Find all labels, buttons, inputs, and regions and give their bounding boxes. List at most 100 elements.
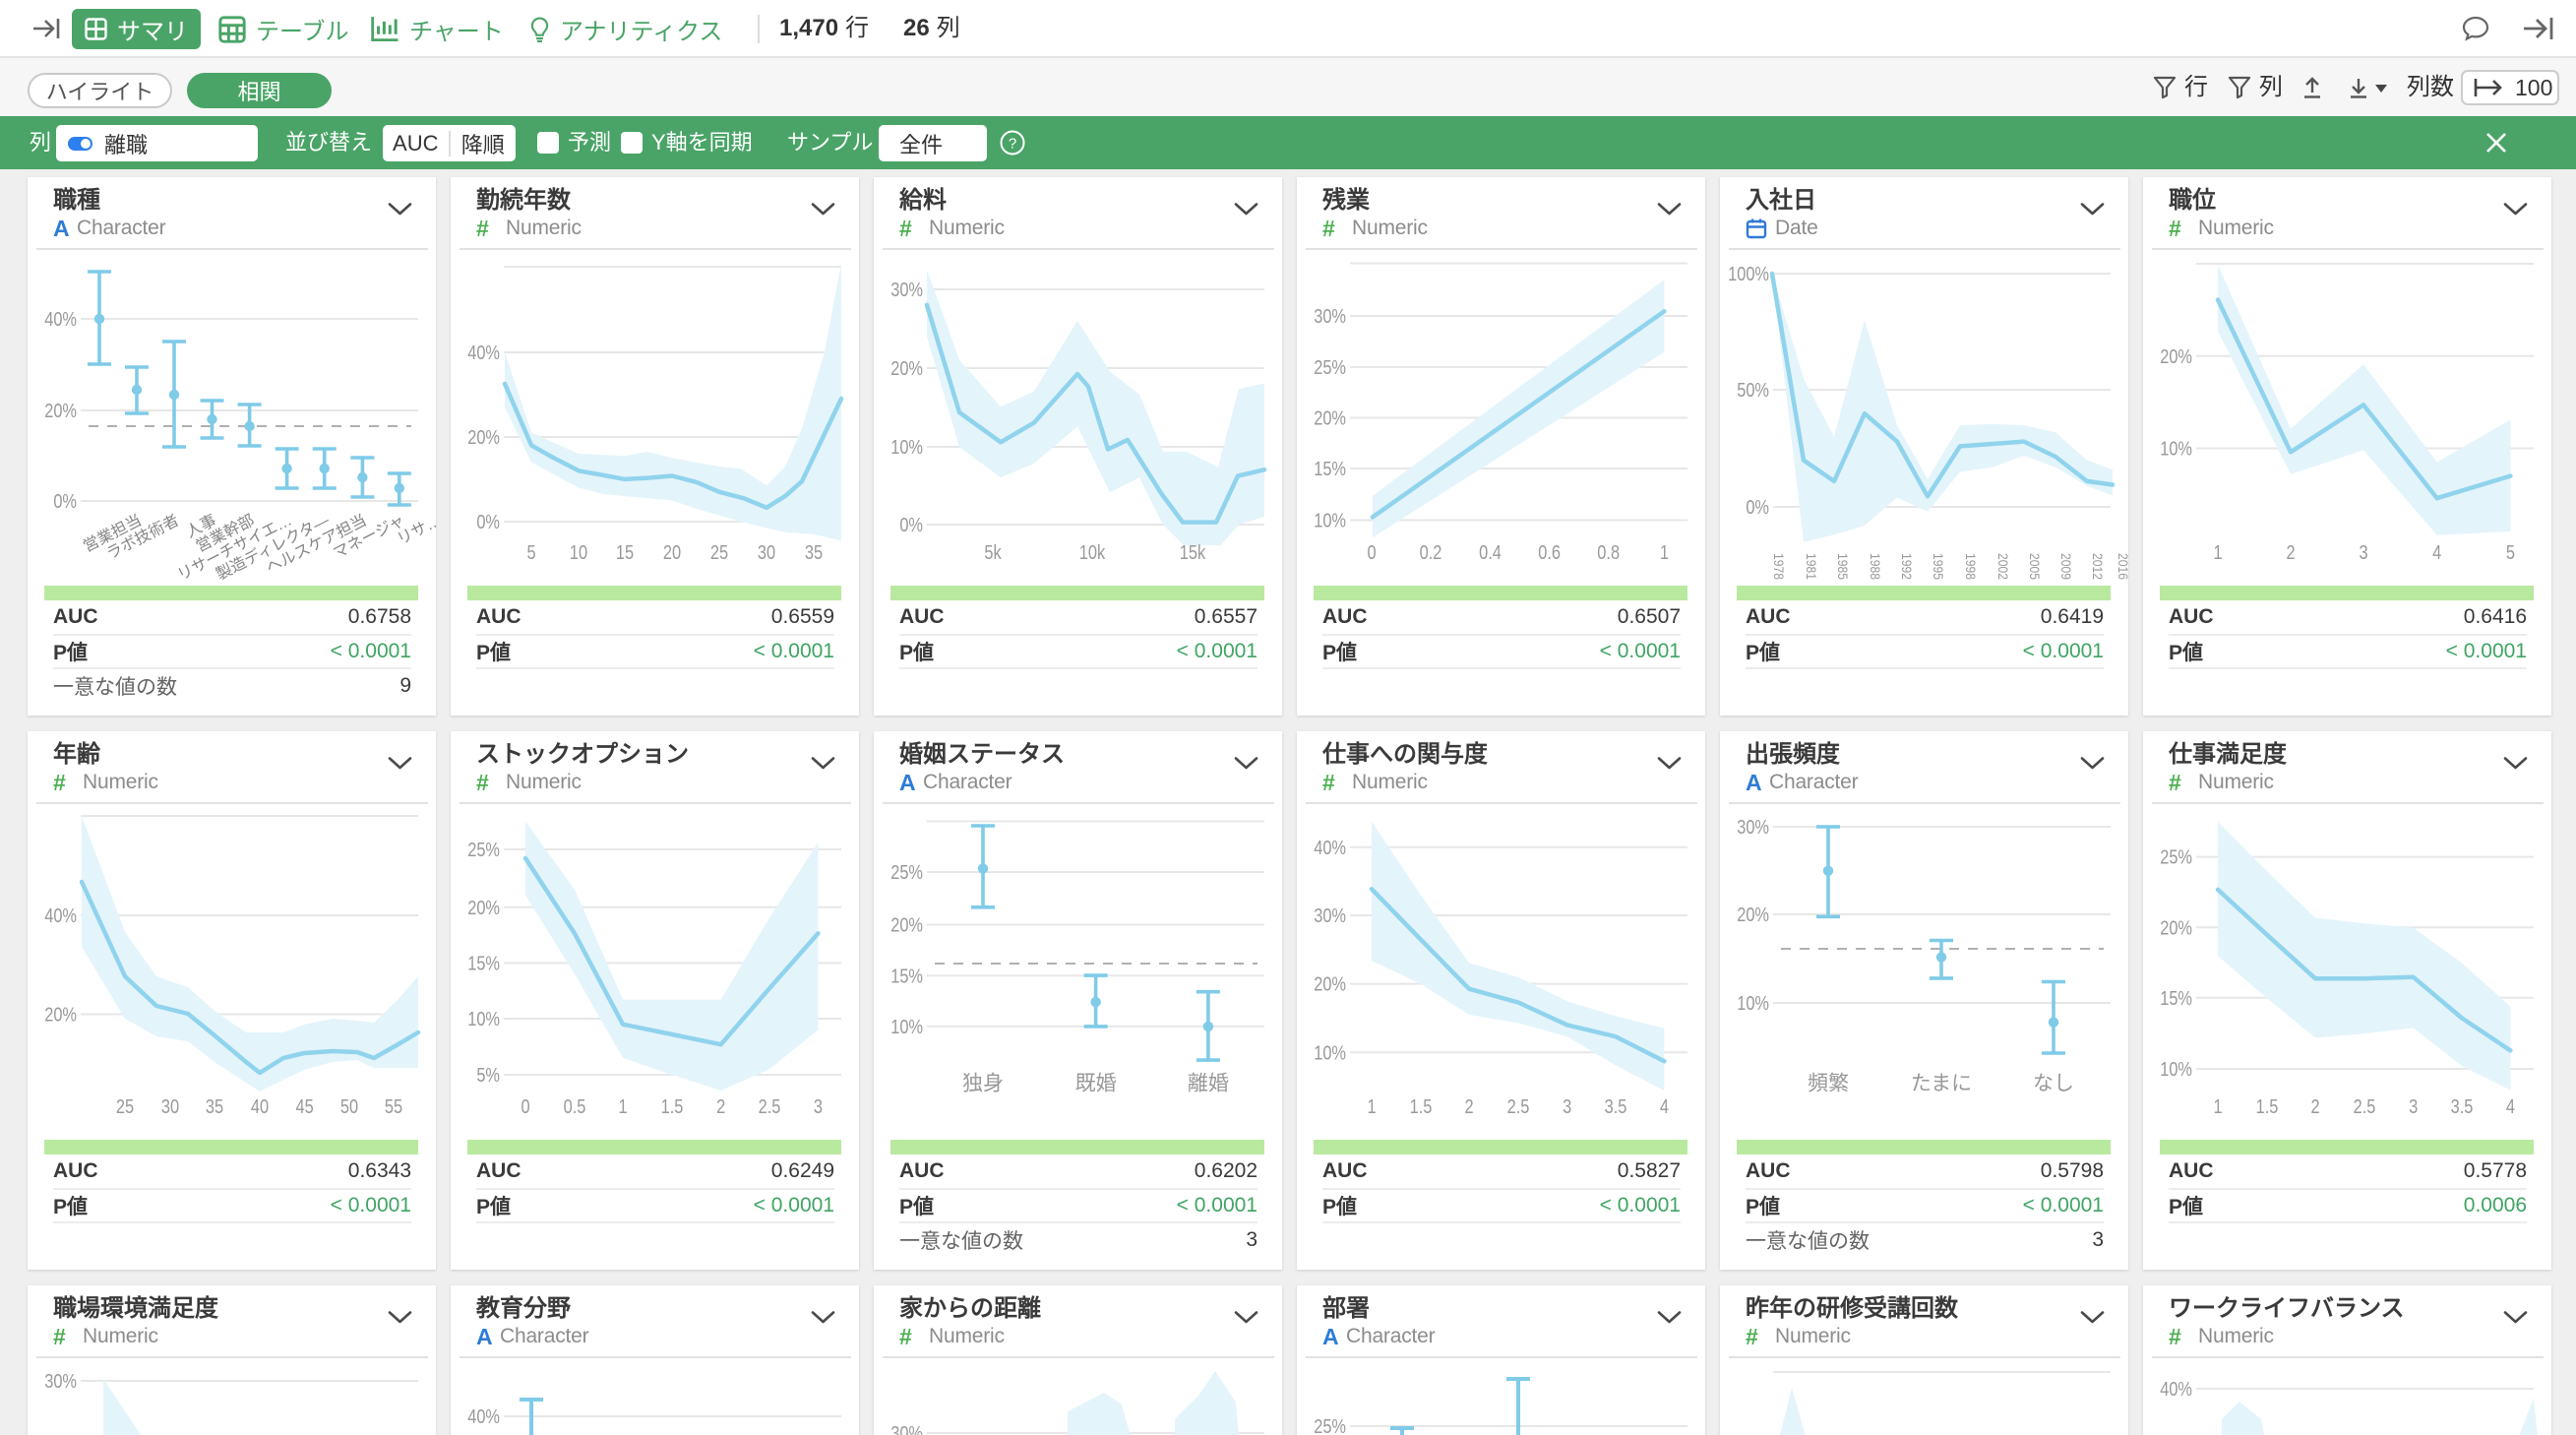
svg-text:10%: 10%: [890, 436, 923, 459]
svg-text:20%: 20%: [1737, 904, 1769, 926]
svg-text:20%: 20%: [1314, 972, 1346, 995]
svg-text:20%: 20%: [44, 1003, 77, 1026]
svg-text:10: 10: [570, 541, 587, 564]
svg-text:1.5: 1.5: [661, 1095, 684, 1118]
svg-text:5k: 5k: [984, 541, 1002, 564]
svg-text:15%: 15%: [2160, 986, 2192, 1009]
svg-text:1: 1: [1660, 541, 1669, 564]
svg-text:0.2: 0.2: [1420, 541, 1442, 564]
svg-text:1: 1: [2213, 1095, 2222, 1118]
svg-text:1985: 1985: [1835, 553, 1851, 580]
svg-text:2.5: 2.5: [759, 1095, 781, 1118]
svg-text:0%: 0%: [53, 490, 77, 513]
svg-text:10%: 10%: [2160, 1058, 2192, 1081]
svg-text:5: 5: [2506, 541, 2515, 564]
svg-text:1.5: 1.5: [1410, 1095, 1433, 1118]
svg-text:5%: 5%: [476, 1064, 500, 1087]
svg-text:25%: 25%: [1314, 1415, 1346, 1435]
svg-text:25%: 25%: [2160, 845, 2192, 868]
svg-text:4: 4: [1660, 1095, 1669, 1118]
svg-text:2005: 2005: [2027, 553, 2043, 580]
svg-text:0.6: 0.6: [1538, 541, 1561, 564]
svg-text:40%: 40%: [467, 1405, 500, 1428]
svg-text:10k: 10k: [1079, 541, 1106, 564]
svg-text:2016: 2016: [2116, 553, 2128, 580]
svg-text:30: 30: [161, 1095, 179, 1118]
svg-text:独身: 独身: [962, 1073, 1004, 1095]
svg-text:2009: 2009: [2058, 553, 2074, 580]
svg-text:30%: 30%: [890, 1422, 923, 1435]
svg-text:25: 25: [116, 1095, 134, 1118]
svg-text:15%: 15%: [1314, 458, 1346, 480]
svg-text:2: 2: [2310, 1095, 2319, 1118]
svg-text:40%: 40%: [44, 308, 77, 331]
svg-text:2.5: 2.5: [1507, 1095, 1530, 1118]
svg-text:1995: 1995: [1931, 553, 1946, 580]
svg-text:なし: なし: [2033, 1073, 2074, 1095]
svg-text:2: 2: [716, 1095, 725, 1118]
svg-text:30%: 30%: [1737, 816, 1769, 839]
svg-text:40%: 40%: [467, 342, 500, 364]
svg-text:25%: 25%: [890, 861, 923, 884]
svg-text:3: 3: [2359, 541, 2367, 564]
svg-text:30%: 30%: [890, 279, 923, 301]
svg-text:0%: 0%: [899, 514, 923, 536]
svg-text:2.5: 2.5: [2354, 1095, 2376, 1118]
svg-text:10%: 10%: [1314, 509, 1346, 531]
svg-text:1.5: 1.5: [2256, 1095, 2279, 1118]
svg-text:50: 50: [340, 1095, 358, 1118]
svg-text:45: 45: [295, 1095, 313, 1118]
svg-text:10%: 10%: [2160, 437, 2192, 460]
svg-text:0: 0: [1367, 541, 1376, 564]
svg-text:20%: 20%: [890, 913, 923, 936]
svg-text:40%: 40%: [44, 905, 77, 927]
svg-text:25%: 25%: [1314, 356, 1346, 379]
svg-text:35: 35: [805, 541, 823, 564]
svg-text:25%: 25%: [467, 839, 500, 861]
svg-text:4: 4: [2506, 1095, 2515, 1118]
svg-text:30: 30: [758, 541, 775, 564]
svg-text:25: 25: [710, 541, 728, 564]
svg-text:20%: 20%: [2160, 344, 2192, 367]
svg-text:1: 1: [618, 1095, 627, 1118]
svg-text:1992: 1992: [1899, 553, 1915, 580]
svg-text:40: 40: [251, 1095, 269, 1118]
svg-text:20%: 20%: [467, 896, 500, 918]
svg-text:1978: 1978: [1771, 553, 1787, 580]
svg-text:?: ?: [1009, 136, 1016, 153]
svg-text:0%: 0%: [476, 511, 500, 533]
svg-text:100%: 100%: [1728, 263, 1769, 285]
svg-text:10%: 10%: [1314, 1041, 1346, 1064]
svg-text:5: 5: [526, 541, 535, 564]
svg-text:2: 2: [2286, 541, 2295, 564]
svg-text:2: 2: [1464, 1095, 1473, 1118]
svg-text:20%: 20%: [467, 426, 500, 449]
svg-text:30%: 30%: [1314, 905, 1346, 927]
svg-text:50%: 50%: [1737, 379, 1769, 402]
svg-text:20%: 20%: [44, 400, 77, 422]
svg-text:3: 3: [814, 1095, 823, 1118]
svg-text:10%: 10%: [890, 1015, 923, 1037]
svg-text:1: 1: [1367, 1095, 1376, 1118]
svg-text:15%: 15%: [890, 965, 923, 987]
svg-text:40%: 40%: [1314, 836, 1346, 858]
svg-text:3.5: 3.5: [2451, 1095, 2474, 1118]
svg-text:30%: 30%: [44, 1370, 77, 1393]
svg-text:2012: 2012: [2090, 553, 2106, 580]
svg-text:10%: 10%: [1737, 992, 1769, 1015]
svg-text:3.5: 3.5: [1605, 1095, 1627, 1118]
svg-text:1988: 1988: [1868, 553, 1883, 580]
svg-text:15%: 15%: [467, 952, 500, 974]
svg-text:15k: 15k: [1180, 541, 1206, 564]
svg-text:0.4: 0.4: [1479, 541, 1502, 564]
svg-text:15: 15: [616, 541, 634, 564]
svg-text:たまに: たまに: [1911, 1073, 1972, 1095]
svg-text:40%: 40%: [2160, 1378, 2192, 1401]
svg-text:2002: 2002: [1995, 553, 2011, 580]
svg-text:30%: 30%: [1314, 305, 1346, 328]
svg-text:0: 0: [521, 1095, 529, 1118]
svg-text:3: 3: [2409, 1095, 2418, 1118]
svg-text:0%: 0%: [1746, 496, 1769, 519]
svg-text:20: 20: [663, 541, 681, 564]
svg-text:離婚: 離婚: [1188, 1073, 1229, 1095]
